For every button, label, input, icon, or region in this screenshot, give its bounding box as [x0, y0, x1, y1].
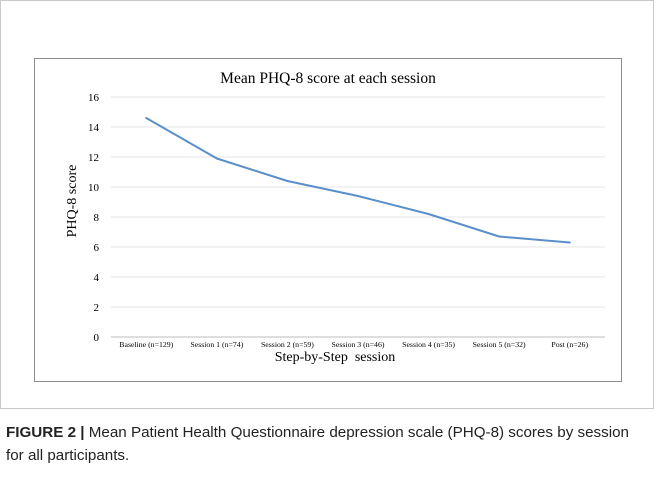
x-tick-label: Session 2 (n=59) — [261, 340, 314, 349]
x-tick-label: Session 4 (n=35) — [402, 340, 455, 349]
x-tick-label: Session 5 (n=32) — [473, 340, 526, 349]
y-tick-label: 16 — [88, 92, 100, 104]
data-point — [357, 195, 359, 197]
chart-container: Mean PHQ-8 score at each session 0 2 4 6 8 10… — [34, 58, 622, 382]
x-tick-label: Session 3 (n=46) — [332, 340, 385, 349]
series-line — [145, 117, 571, 244]
y-tick-label: 0 — [94, 332, 100, 344]
caption-divider — [0, 408, 654, 409]
grid-lines — [111, 96, 605, 338]
chart-title: Mean PHQ-8 score at each session — [220, 70, 436, 87]
y-tick-label: 12 — [88, 152, 99, 164]
x-tick-label: Session 1 (n=74) — [190, 340, 243, 349]
data-point — [568, 241, 571, 244]
y-axis-ticks: 0 2 4 6 8 10 12 14 16 — [88, 92, 100, 344]
y-tick-label: 6 — [94, 242, 100, 254]
data-point — [145, 117, 148, 119]
data-point — [427, 213, 430, 215]
data-point — [286, 180, 289, 182]
y-tick-label: 8 — [94, 212, 100, 224]
y-axis-label: PHQ-8 score — [65, 165, 80, 238]
y-tick-label: 4 — [94, 272, 100, 284]
x-tick-label: Baseline (n=129) — [119, 340, 173, 349]
y-tick-label: 2 — [94, 302, 100, 314]
x-axis-ticks: Baseline (n=129) Session 1 (n=74) Session … — [119, 340, 588, 349]
data-point — [498, 235, 501, 238]
x-tick-label: Post (n=26) — [551, 340, 588, 349]
caption-text: Mean Patient Health Questionnaire depres… — [6, 424, 629, 464]
data-point — [215, 157, 218, 160]
figure-label: FIGURE 2 | — [6, 424, 85, 441]
y-tick-label: 10 — [88, 182, 100, 194]
series-layer — [145, 117, 571, 244]
line-chart: Mean PHQ-8 score at each session 0 2 4 6 8 10… — [65, 70, 605, 365]
figure-caption: FIGURE 2 | Mean Patient Health Questionn… — [6, 421, 646, 467]
y-tick-label: 14 — [88, 122, 100, 134]
x-axis-label: Step-by-Step session — [275, 350, 396, 365]
